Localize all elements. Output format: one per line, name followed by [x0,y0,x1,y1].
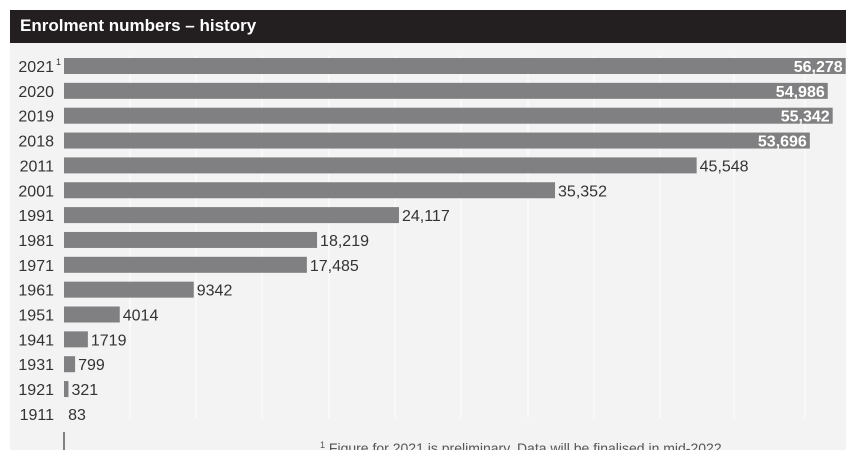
bar [64,356,76,373]
bar [64,231,318,248]
value-label: 799 [78,357,105,374]
value-label: 35,352 [558,183,607,200]
category-label: 1951 [18,308,54,325]
category-label: 1931 [18,357,54,374]
value-label: 45,548 [700,158,749,175]
bar [64,182,556,199]
bar [64,281,194,298]
footnote: 1 Figure for 2021 is preliminary. Data w… [320,440,840,450]
category-label: 2021 [18,59,54,76]
category-label: 1921 [18,382,54,399]
category-label: 1961 [18,283,54,300]
footnote-text: Figure for 2021 is preliminary. Data wil… [328,440,726,450]
footnote-marker: 1 [320,440,326,450]
bar [64,381,69,398]
category-label: 1911 [20,407,55,424]
value-label: 54,986 [776,84,825,101]
value-label: 53,696 [758,134,807,151]
category-label: 2019 [18,109,54,126]
title-bar: Enrolment numbers – history [10,10,846,43]
category-label: 1941 [18,332,54,349]
value-label: 83 [68,407,86,424]
bar [64,256,307,273]
bar [64,207,399,224]
category-superscript: 1 [56,57,61,67]
value-label: 1719 [91,332,127,349]
category-label: 1991 [18,208,54,225]
value-label: 9342 [197,283,233,300]
value-label: 17,485 [310,258,359,275]
chart-title: Enrolment numbers – history [20,16,257,35]
category-label: 2020 [18,84,54,101]
value-label: 24,117 [402,208,450,225]
bar [64,306,120,323]
category-label: 1981 [18,233,54,250]
bar [64,157,697,174]
category-label: 2011 [20,158,55,175]
value-label: 321 [71,382,98,399]
bar [64,82,828,99]
value-label: 56,278 [794,59,843,76]
category-label: 2001 [18,183,54,200]
value-label: 4014 [123,308,159,325]
bar [64,331,88,348]
category-label: 1971 [18,258,54,275]
category-label: 2018 [18,134,54,151]
value-label: 55,342 [781,109,830,126]
bar [64,58,846,74]
value-label: 18,219 [320,233,369,250]
bar [64,107,833,124]
bar [64,132,810,149]
